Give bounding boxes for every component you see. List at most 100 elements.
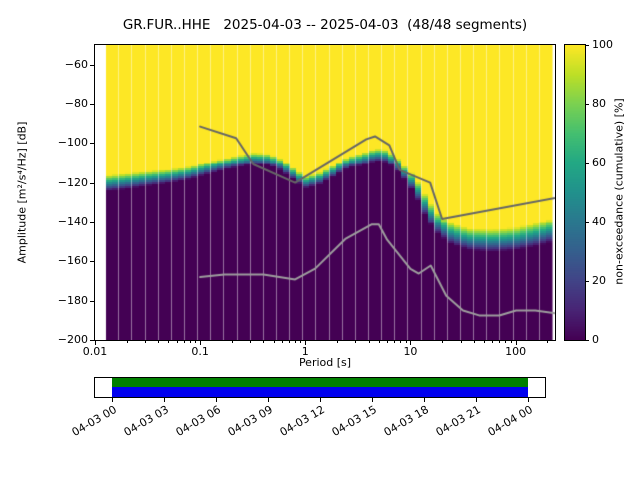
x-minor-tick-mark: [274, 341, 275, 343]
x-minor-tick-mark: [282, 341, 283, 343]
timeline-tick-label: 04-03 18: [381, 403, 431, 439]
x-minor-tick-mark: [184, 341, 185, 343]
timeline-tick-mark: [476, 398, 477, 402]
x-minor-tick-mark: [168, 341, 169, 343]
y-tick-label: −140: [57, 215, 88, 228]
colorbar-tick-mark: [586, 163, 589, 164]
x-minor-tick-mark: [177, 341, 178, 343]
y-tick-label: −100: [57, 136, 88, 150]
y-tick-label: −60: [64, 57, 88, 71]
y-tick-mark: [90, 65, 94, 66]
timeline-axis: [94, 377, 546, 398]
x-tick-mark: [410, 341, 411, 345]
timeline-tick-label: 04-03 12: [277, 403, 327, 439]
y-tick-label: −80: [64, 97, 88, 110]
colorbar-tick-label: 40: [592, 215, 606, 228]
timeline-tick-label: 04-03 06: [173, 403, 223, 439]
x-minor-tick-mark: [300, 341, 301, 343]
x-minor-tick-mark: [145, 341, 146, 343]
x-minor-tick-mark: [442, 341, 443, 343]
colorbar-tick-mark: [586, 104, 589, 105]
x-tick-label: 1: [301, 345, 309, 358]
x-tick-label: 10: [403, 345, 418, 358]
timeline-tick-mark: [424, 398, 425, 402]
x-minor-tick-mark: [474, 341, 475, 343]
colorbar-tick-mark: [586, 222, 589, 223]
timeline-tick-mark: [164, 398, 165, 402]
x-minor-tick-mark: [195, 341, 196, 343]
x-tick-label: 100: [505, 345, 527, 358]
colorbar-tick-mark: [586, 281, 589, 282]
plot-area: [94, 44, 556, 341]
x-tick-mark: [200, 341, 201, 345]
x-minor-tick-mark: [499, 341, 500, 343]
x-minor-tick-mark: [295, 341, 296, 343]
x-minor-tick-mark: [461, 341, 462, 343]
y-tick-mark: [90, 261, 94, 262]
plot-title: GR.FUR..HHE 2025-04-03 -- 2025-04-03 (48…: [122, 17, 528, 33]
timeline-tick-label: 04-03 09: [225, 403, 275, 439]
x-minor-tick-mark: [250, 341, 251, 343]
x-minor-tick-mark: [406, 341, 407, 343]
colorbar-label: non-exceedance (cumulative) [%]: [612, 98, 626, 285]
colorbar-tick-mark: [586, 45, 589, 46]
y-tick-label: −160: [57, 254, 88, 268]
x-minor-tick-mark: [232, 341, 233, 343]
x-tick-mark: [516, 341, 517, 345]
y-axis-label: Amplitude [m²/s⁴/Hz] [dB]: [15, 121, 29, 264]
x-minor-tick-mark: [369, 341, 370, 343]
timeline-tick-mark: [372, 398, 373, 402]
timeline-coverage-bar: [112, 378, 528, 387]
colorbar: [564, 44, 586, 341]
x-minor-tick-mark: [190, 341, 191, 343]
timeline-tick-label: 04-03 15: [329, 403, 379, 439]
x-minor-tick-mark: [337, 341, 338, 343]
x-minor-tick-mark: [355, 341, 356, 343]
timeline-tick-label: 04-03 00: [69, 403, 119, 439]
x-minor-tick-mark: [511, 341, 512, 343]
x-axis-label: Period [s]: [298, 356, 352, 369]
x-minor-tick-mark: [379, 341, 380, 343]
x-tick-label: 0.01: [82, 345, 108, 358]
x-tick-mark: [95, 341, 96, 345]
y-tick-label: −200: [57, 333, 88, 346]
x-tick-label: 0.1: [191, 345, 209, 358]
timeline-tick-mark: [112, 398, 113, 402]
y-tick-mark: [90, 222, 94, 223]
x-minor-tick-mark: [484, 341, 485, 343]
colorbar-tick-label: 20: [592, 274, 606, 287]
timeline-tick-label: 04-03 03: [121, 403, 171, 439]
colorbar-gradient-canvas: [565, 45, 585, 340]
timeline-tick-mark: [528, 398, 529, 402]
colorbar-tick-label: 80: [592, 97, 606, 110]
y-tick-label: −120: [57, 175, 88, 189]
colorbar-tick-label: 100: [592, 38, 613, 51]
timeline-tick-label: 04-04 00: [485, 403, 535, 439]
x-minor-tick-mark: [400, 341, 401, 343]
colorbar-tick-mark: [586, 340, 589, 341]
y-tick-mark: [90, 183, 94, 184]
y-tick-mark: [90, 104, 94, 105]
y-tick-mark: [90, 340, 94, 341]
x-minor-tick-mark: [289, 341, 290, 343]
timeline-tick-mark: [216, 398, 217, 402]
x-minor-tick-mark: [492, 341, 493, 343]
x-tick-mark: [305, 341, 306, 345]
y-tick-mark: [90, 143, 94, 144]
timeline-extent-bar: [112, 387, 528, 397]
x-minor-tick-mark: [263, 341, 264, 343]
x-minor-tick-mark: [505, 341, 506, 343]
y-tick-mark: [90, 301, 94, 302]
timeline-tick-label: 04-03 21: [433, 403, 483, 439]
x-minor-tick-mark: [127, 341, 128, 343]
x-minor-tick-mark: [547, 341, 548, 343]
timeline-tick-mark: [320, 398, 321, 402]
x-minor-tick-mark: [387, 341, 388, 343]
colorbar-tick-label: 60: [592, 156, 606, 169]
x-minor-tick-mark: [394, 341, 395, 343]
timeline-tick-mark: [268, 398, 269, 402]
colorbar-tick-label: 0: [592, 333, 599, 346]
x-minor-tick-mark: [158, 341, 159, 343]
ppsd-heatmap-canvas: [95, 45, 555, 340]
